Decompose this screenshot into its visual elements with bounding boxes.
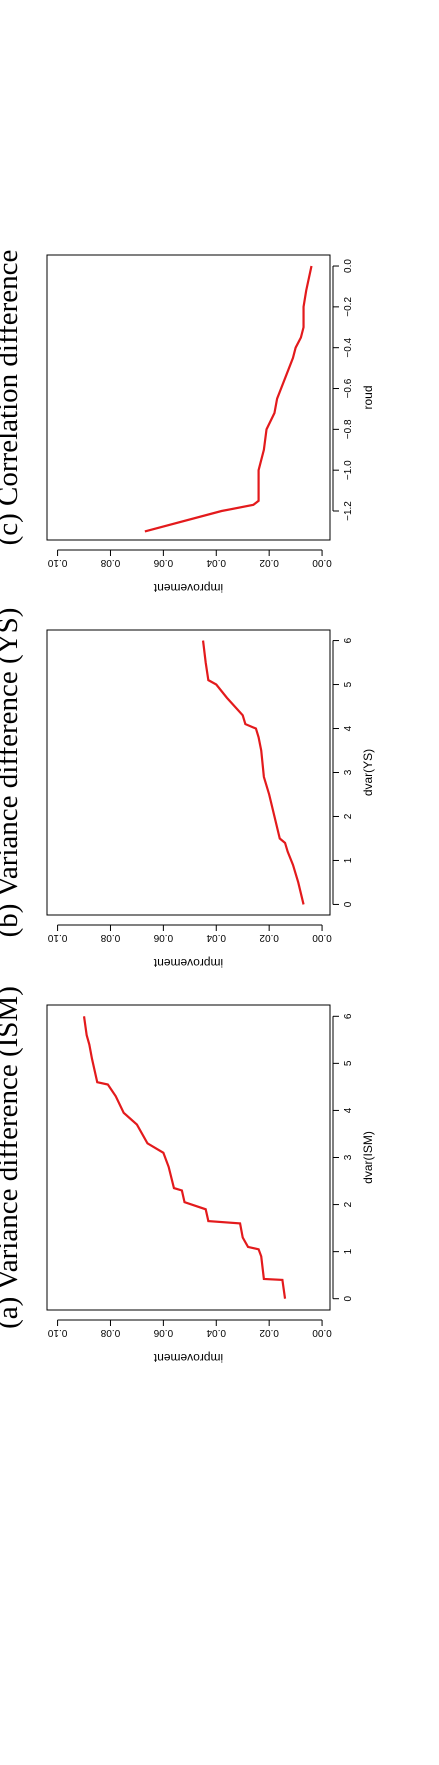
y-tick-label: 0.04 <box>206 932 226 943</box>
y-tick-label: 0.02 <box>259 932 279 943</box>
y-tick-label: 0.06 <box>153 1327 173 1338</box>
plot-box <box>46 254 331 541</box>
y-tick-label: 0.04 <box>206 557 226 568</box>
y-axis-title: improvement <box>153 1351 223 1365</box>
x-axis-title: dvar(ISM) <box>361 1131 375 1184</box>
panel: 0 1 2 3 4 5 6 dvar(ISM) 0.00 0.02 0.04 0.06 0.08 0.10… <box>0 986 375 1365</box>
x-tick-label: 5 <box>343 681 354 687</box>
y-tick-label: 0.04 <box>206 1327 226 1338</box>
x-tick-label: 2 <box>343 813 354 819</box>
x-tick-label: 0.0 <box>343 259 354 273</box>
y-tick-label: 0.10 <box>47 557 67 568</box>
y-axis-title: improvement <box>153 581 223 595</box>
x-tick-label: −1.2 <box>343 501 354 521</box>
y-tick-label: 0.06 <box>153 932 173 943</box>
x-tick-label: 4 <box>343 1107 354 1113</box>
panel: −1.2 −1.0 −0.8 −0.6 −0.4 −0.2 0.0 roud 0.00 0.02 0… <box>0 250 375 595</box>
x-axis-title: roud <box>361 385 375 409</box>
panel: 0 1 2 3 4 5 6 dvar(YS) 0.00 0.02 0.04 0.06 0.08 0.10 i… <box>0 608 375 970</box>
plot-box <box>46 629 331 916</box>
y-tick-label: 0.06 <box>153 557 173 568</box>
x-tick-label: 1 <box>343 1248 354 1254</box>
x-tick-label: 0 <box>343 901 354 907</box>
x-tick-label: 6 <box>343 1013 354 1019</box>
y-tick-label: 0.02 <box>259 1327 279 1338</box>
x-tick-label: 0 <box>343 1295 354 1301</box>
y-tick-label: 0.00 <box>312 557 332 568</box>
x-tick-label: 2 <box>343 1201 354 1207</box>
x-tick-label: 4 <box>343 725 354 731</box>
plot-box <box>46 1004 331 1311</box>
x-tick-label: −0.2 <box>343 297 354 317</box>
x-tick-label: 6 <box>343 637 354 643</box>
chart-title: (b) Variance difference (YS) <box>0 608 24 938</box>
y-tick-label: 0.02 <box>259 557 279 568</box>
chart-title: (a) Variance difference (ISM) <box>0 986 24 1329</box>
data-line <box>82 1016 287 1299</box>
y-tick-label: 0.10 <box>47 932 67 943</box>
x-tick-label: −0.8 <box>343 419 354 439</box>
y-tick-label: 0.08 <box>100 557 120 568</box>
x-tick-label: 3 <box>343 1154 354 1160</box>
y-tick-label: 0.08 <box>100 1327 120 1338</box>
x-tick-label: −0.6 <box>343 378 354 398</box>
x-tick-label: 5 <box>343 1060 354 1066</box>
x-tick-label: −1.0 <box>343 460 354 480</box>
y-tick-label: 0.00 <box>312 1327 332 1338</box>
y-tick-label: 0.00 <box>312 932 332 943</box>
data-line <box>201 640 305 905</box>
chart-title: (c) Correlation difference <box>0 250 24 546</box>
x-tick-label: 1 <box>343 857 354 863</box>
x-tick-label: 3 <box>343 769 354 775</box>
y-tick-label: 0.08 <box>100 932 120 943</box>
x-axis-title: dvar(YS) <box>361 749 375 796</box>
y-tick-label: 0.10 <box>47 1327 67 1338</box>
data-line <box>144 265 313 533</box>
y-axis-title: improvement <box>153 956 223 970</box>
x-tick-label: −0.4 <box>343 337 354 357</box>
